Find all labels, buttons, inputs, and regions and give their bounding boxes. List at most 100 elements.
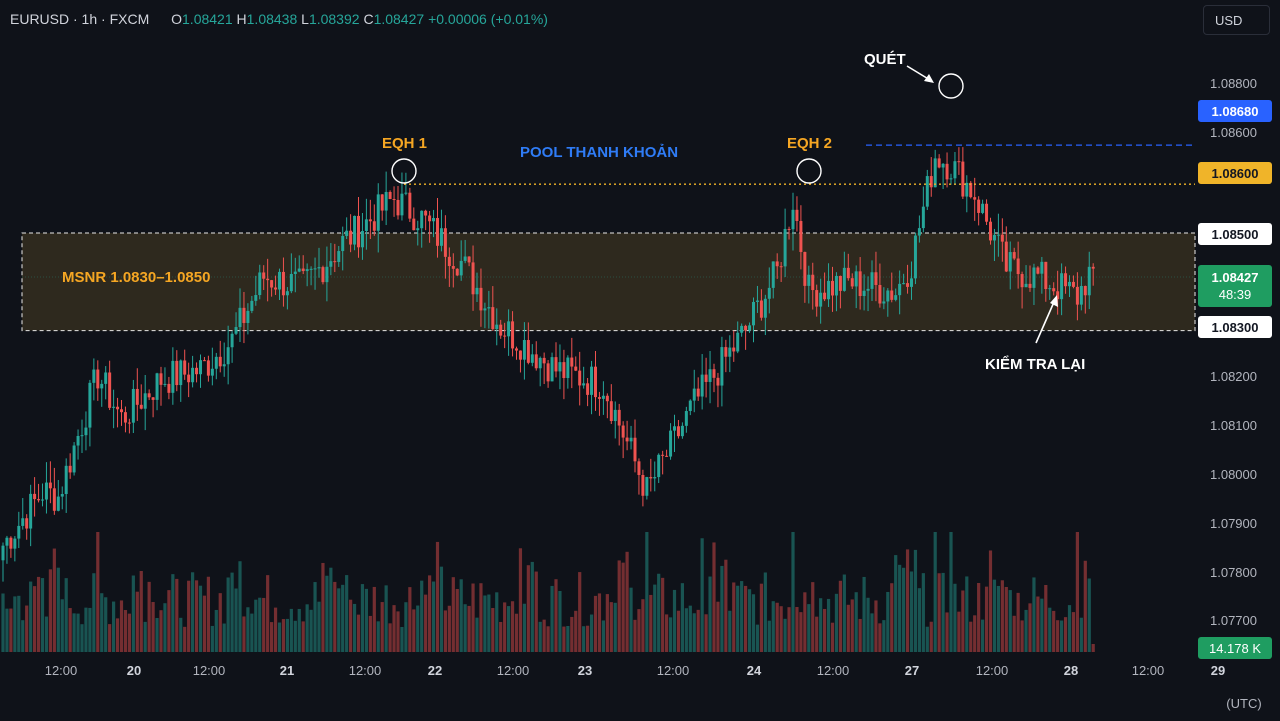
candle-body bbox=[783, 228, 787, 267]
candle-body bbox=[838, 275, 842, 291]
candle-body bbox=[645, 477, 649, 496]
eqh2-label: EQH 2 bbox=[787, 135, 833, 152]
volume-bar bbox=[878, 623, 882, 652]
volume-bar bbox=[321, 562, 325, 652]
candle-body bbox=[913, 235, 917, 279]
candle-body bbox=[823, 292, 827, 300]
volume-bar bbox=[601, 620, 605, 652]
change-value: +0.00006 (+0.01%) bbox=[428, 11, 548, 27]
candle-body bbox=[740, 325, 744, 333]
volume-bar bbox=[744, 585, 748, 652]
candle-body bbox=[278, 271, 281, 290]
candle-body bbox=[495, 324, 499, 329]
candle-body bbox=[175, 360, 179, 386]
candle-body bbox=[467, 256, 471, 263]
candle-body bbox=[755, 300, 759, 302]
sweep-arrow-head bbox=[924, 74, 934, 83]
volume-bar bbox=[33, 586, 37, 652]
volume-bar bbox=[360, 584, 365, 652]
volume-bar bbox=[597, 593, 602, 652]
candle-body bbox=[511, 321, 515, 349]
candle-body bbox=[657, 454, 661, 478]
candle-body bbox=[518, 350, 522, 360]
volume-bar bbox=[151, 602, 155, 652]
sweep-high-tag: 1.08680 bbox=[1198, 100, 1272, 122]
volume-bar bbox=[688, 605, 692, 652]
x-tick-label: 27 bbox=[904, 663, 920, 678]
candle-body bbox=[25, 518, 29, 529]
volume-bar bbox=[929, 621, 933, 652]
candle-body bbox=[420, 210, 424, 229]
volume-bar bbox=[882, 620, 886, 652]
volume-bar bbox=[941, 572, 945, 652]
currency-button[interactable]: USD bbox=[1203, 5, 1270, 35]
candle-body bbox=[570, 357, 574, 367]
volume-bar bbox=[949, 532, 953, 652]
eqh1-circle bbox=[391, 158, 417, 184]
volume-bar bbox=[842, 574, 846, 652]
volume-bar bbox=[242, 616, 246, 652]
volume-bar bbox=[487, 594, 491, 652]
volume-bar bbox=[475, 617, 479, 652]
volume-bar bbox=[621, 562, 625, 652]
volume-bar bbox=[775, 602, 779, 652]
volume-bar bbox=[538, 621, 542, 652]
candle-body bbox=[886, 290, 890, 302]
candle-body bbox=[894, 295, 898, 300]
candle-body bbox=[163, 383, 167, 385]
candle-body bbox=[989, 221, 992, 241]
candle-body bbox=[246, 310, 250, 323]
candle-body bbox=[977, 199, 981, 213]
candle-body bbox=[1060, 273, 1064, 300]
volume-bar bbox=[534, 571, 538, 652]
candle-body bbox=[210, 368, 214, 376]
volume-bar bbox=[751, 594, 756, 652]
volume-bar bbox=[886, 591, 890, 652]
volume-bar bbox=[933, 532, 937, 652]
volume-bar bbox=[747, 589, 752, 652]
volume-bar bbox=[455, 589, 459, 652]
candle-body bbox=[266, 278, 270, 281]
candle-body bbox=[447, 256, 451, 267]
candle-body bbox=[1048, 288, 1052, 290]
volume-bar bbox=[1024, 609, 1028, 652]
volume-bar bbox=[799, 612, 803, 652]
candle-body bbox=[143, 393, 147, 409]
candle-body bbox=[357, 215, 360, 248]
candle-body bbox=[921, 206, 925, 229]
candle-body bbox=[629, 437, 633, 442]
candle-body bbox=[834, 275, 838, 296]
volume-bar bbox=[1048, 607, 1052, 652]
volume-bar bbox=[1012, 615, 1016, 652]
volume-bar bbox=[641, 599, 645, 652]
candle-body bbox=[973, 197, 977, 200]
timezone-label[interactable]: (UTC) bbox=[1226, 696, 1262, 711]
open-label: O bbox=[171, 11, 183, 27]
candle-body bbox=[226, 347, 230, 365]
candle-body bbox=[1020, 274, 1024, 288]
candle-body bbox=[673, 426, 676, 431]
candle-body bbox=[84, 427, 88, 436]
low-label: L bbox=[301, 11, 309, 27]
candle-body bbox=[846, 267, 850, 279]
volume-bar bbox=[380, 602, 384, 652]
sweep-label: QUÉT bbox=[864, 51, 906, 68]
candle-body bbox=[992, 235, 996, 241]
candle-body bbox=[586, 383, 590, 395]
candle-body bbox=[218, 356, 222, 367]
candle-body bbox=[1091, 266, 1095, 269]
candle-body bbox=[530, 354, 534, 363]
candle-body bbox=[771, 261, 775, 288]
volume-bar bbox=[1091, 644, 1095, 652]
volume-bar bbox=[992, 579, 997, 652]
candle-body bbox=[285, 291, 289, 296]
zone-bottom-tag: 1.08300 bbox=[1198, 316, 1272, 338]
candle-body bbox=[534, 354, 538, 369]
volume-bar bbox=[1056, 620, 1060, 652]
symbol-title[interactable]: EURUSD · 1h · FXCM bbox=[10, 11, 150, 27]
volume-bar bbox=[115, 618, 120, 652]
volume-bar bbox=[467, 605, 471, 652]
volume-bar bbox=[424, 594, 428, 652]
volume-bar bbox=[112, 601, 116, 652]
